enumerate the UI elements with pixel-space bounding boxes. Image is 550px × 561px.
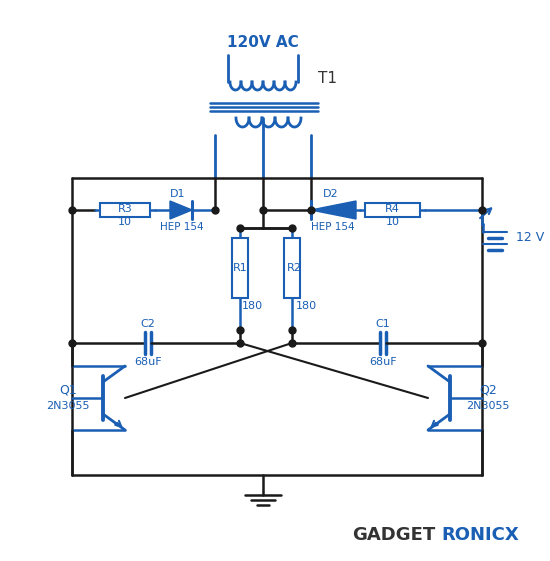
Text: GADGET: GADGET [352, 526, 435, 544]
Text: HEP 154: HEP 154 [311, 222, 355, 232]
Polygon shape [311, 201, 356, 219]
Text: C1: C1 [376, 319, 390, 329]
FancyBboxPatch shape [365, 203, 420, 217]
Text: R4: R4 [385, 204, 400, 214]
FancyBboxPatch shape [284, 238, 300, 298]
Text: 120V AC: 120V AC [227, 34, 299, 49]
FancyBboxPatch shape [100, 203, 150, 217]
Text: Q1: Q1 [59, 384, 77, 397]
Text: R2: R2 [287, 263, 301, 273]
FancyBboxPatch shape [232, 238, 248, 298]
Text: D2: D2 [323, 189, 339, 199]
Text: R1: R1 [233, 263, 248, 273]
Text: 10: 10 [386, 217, 399, 227]
Text: 12 V: 12 V [516, 231, 544, 243]
Text: HEP 154: HEP 154 [160, 222, 204, 232]
Text: 180: 180 [241, 301, 262, 311]
Polygon shape [170, 201, 192, 219]
Text: 2N3055: 2N3055 [46, 401, 90, 411]
Text: T1: T1 [318, 71, 338, 85]
Text: 2N3055: 2N3055 [466, 401, 510, 411]
Text: 68uF: 68uF [134, 357, 162, 367]
Text: Q2: Q2 [479, 384, 497, 397]
Text: 10: 10 [118, 217, 132, 227]
Text: C2: C2 [141, 319, 156, 329]
Text: 180: 180 [295, 301, 317, 311]
Text: D1: D1 [170, 189, 186, 199]
Text: 68uF: 68uF [369, 357, 397, 367]
Text: RONICX: RONICX [441, 526, 519, 544]
Text: R3: R3 [118, 204, 133, 214]
